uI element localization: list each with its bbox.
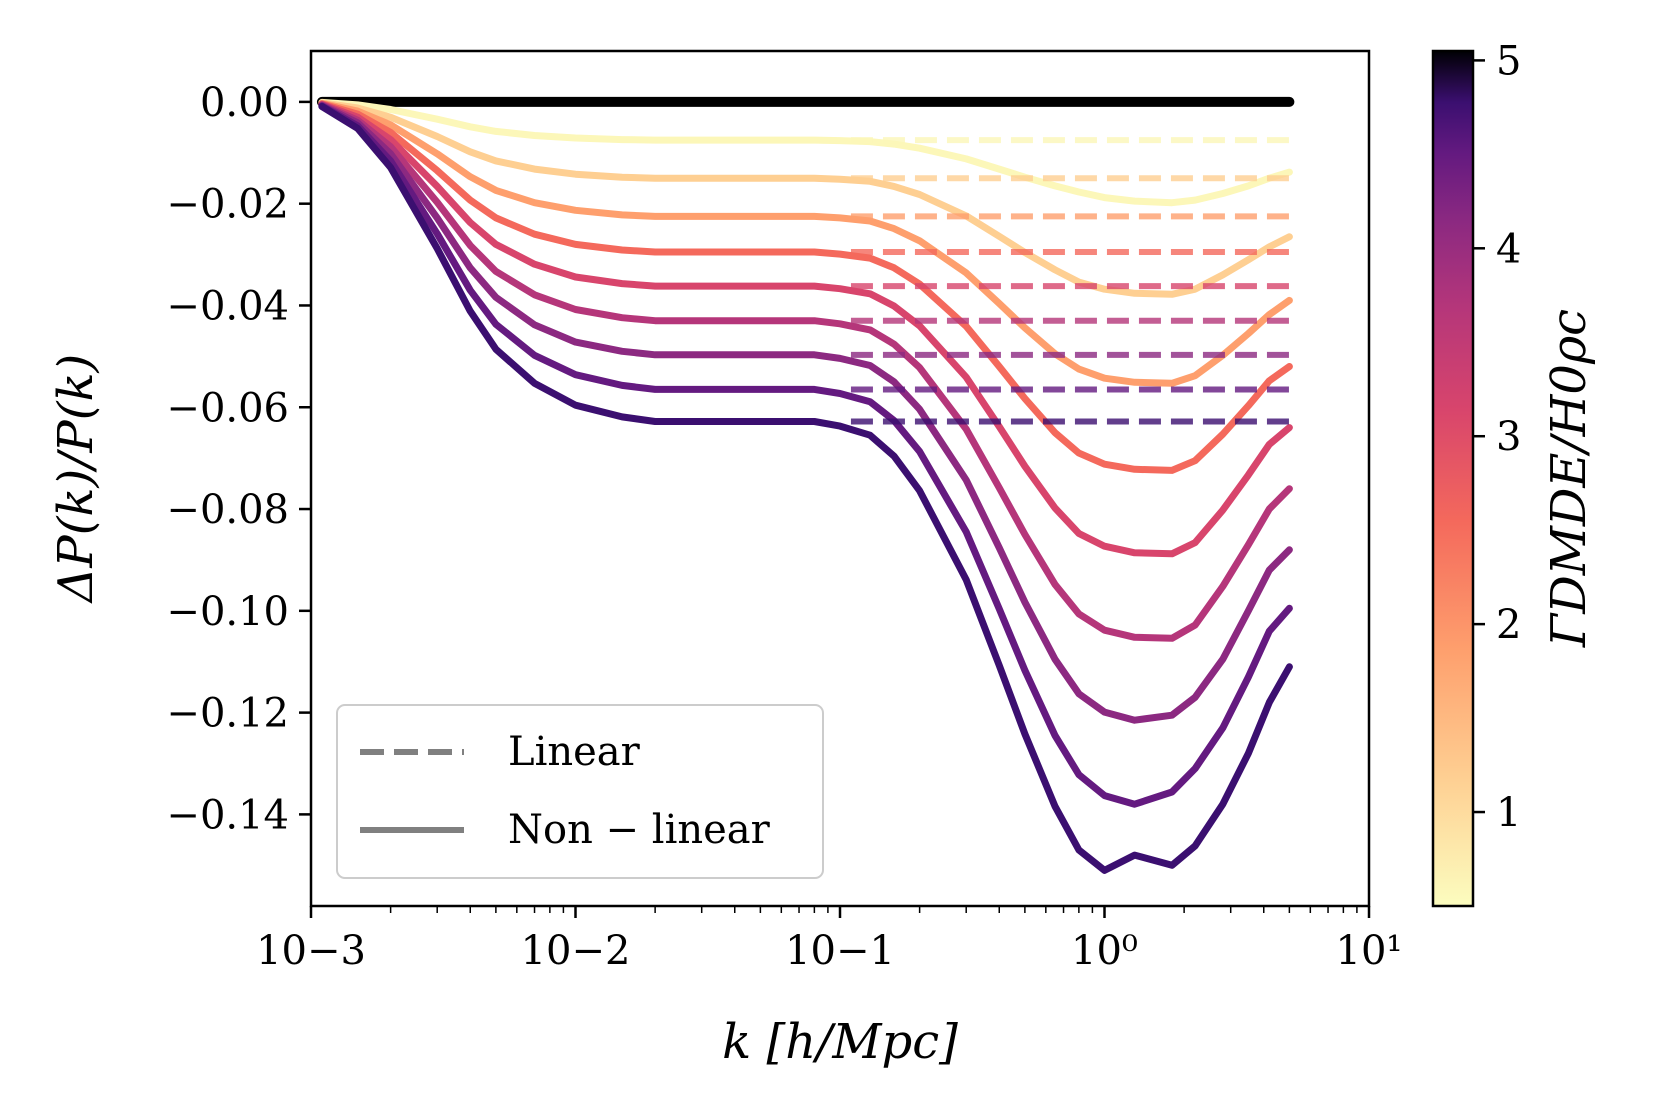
legend-nonlinear-label: Non − linear	[508, 807, 771, 853]
colorbar-tick-label: 5	[1496, 38, 1521, 84]
series-nonlinear-line-4	[318, 100, 1293, 474]
colorbar-tick-label: 3	[1496, 414, 1521, 460]
y-tick-label: −0.08	[166, 487, 289, 533]
series-lines	[316, 96, 1295, 874]
y-tick-label: −0.04	[166, 283, 289, 329]
series-nonlinear-line-1	[318, 98, 1293, 207]
y-tick-label: −0.10	[166, 589, 289, 635]
x-axis-label: k [h/Mpc]	[722, 1014, 958, 1070]
y-axis-ticks: 0.00 −0.02 −0.04 −0.06 −0.08 −0.10 −0.12 −0.14	[166, 80, 311, 838]
legend-box	[336, 704, 824, 879]
y-tick-label: −0.02	[166, 182, 289, 228]
series-nonlinear-line-6	[318, 101, 1293, 642]
series-nonlinear-line-5	[318, 100, 1293, 558]
series-nonlinear-line-7	[318, 102, 1293, 724]
legend-linear-label: Linear	[508, 729, 641, 775]
x-tick-label: 10⁰	[1071, 928, 1138, 974]
series-nonlinear-line-3	[318, 99, 1293, 387]
y-tick-label: 0.00	[200, 80, 289, 126]
series-nonlinear-line-9	[318, 103, 1293, 874]
colorbar-gradient	[1431, 49, 1475, 908]
x-tick-label: 10−3	[256, 928, 366, 974]
y-tick-label: −0.06	[166, 385, 289, 431]
colorbar-label: ΓDMDE/H0ρc	[1541, 309, 1597, 648]
colorbar-tick-label: 1	[1496, 790, 1521, 836]
series-nonlinear-line-8	[318, 102, 1293, 808]
colorbar-tick-label: 4	[1496, 226, 1521, 272]
legend: Linear Non − linear	[336, 704, 824, 879]
colorbar-ticks: 1 2 3 4 5	[1473, 38, 1521, 836]
colorbar: 1 2 3 4 5 ΓDMDE/H0ρc	[1431, 38, 1597, 908]
x-tick-label: 10¹	[1336, 928, 1403, 974]
series-nonlinear-line-2	[318, 99, 1293, 298]
y-tick-label: −0.12	[166, 691, 289, 737]
x-tick-label: 10−1	[785, 928, 895, 974]
x-axis-ticks: 10−3 10−2 10−1 10⁰ 10¹	[256, 906, 1402, 974]
x-tick-label: 10−2	[521, 928, 631, 974]
y-tick-label: −0.14	[166, 792, 289, 838]
y-axis-label: ΔP(k)/P(k)	[48, 354, 104, 605]
colorbar-tick-label: 2	[1496, 602, 1521, 648]
